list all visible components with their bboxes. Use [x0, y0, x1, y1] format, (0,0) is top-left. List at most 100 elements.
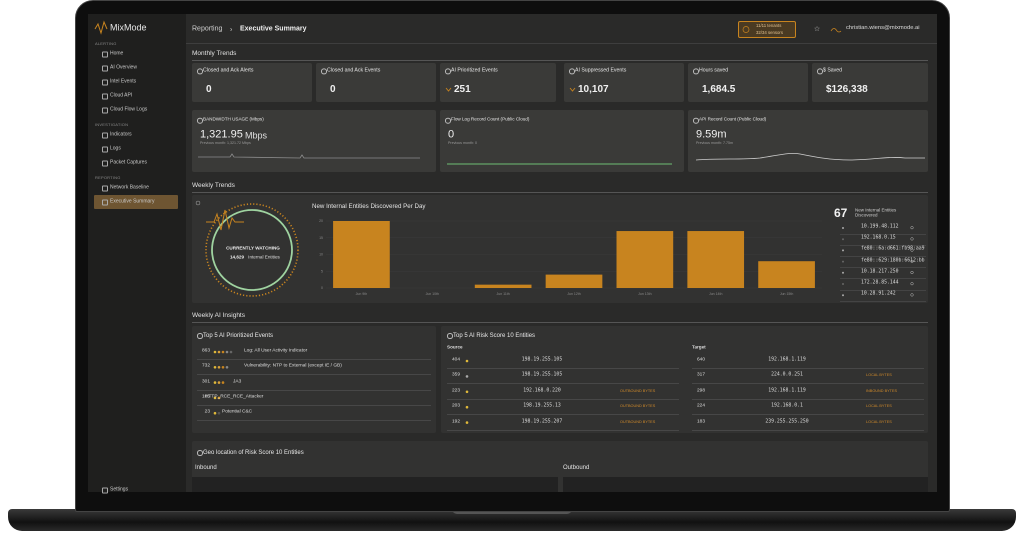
event-count: 732: [201, 363, 210, 369]
stat-card: [316, 63, 436, 102]
risk-score: 404: [452, 357, 461, 363]
risk-ip[interactable]: 198.19.255.207: [521, 419, 563, 425]
divider: [197, 389, 431, 391]
stat-card: [192, 63, 312, 102]
event-name[interactable]: JA3: [233, 379, 242, 385]
nav-item[interactable]: Cloud API: [101, 92, 133, 100]
risk-ip[interactable]: 192.168.1.119: [768, 388, 806, 394]
page-title: Executive Summary: [240, 25, 307, 33]
stat-value: 0: [206, 84, 212, 95]
nav-item[interactable]: Home: [101, 50, 124, 58]
nav-item[interactable]: Executive Summary: [101, 198, 155, 206]
risk-ip[interactable]: 198.19.255.13: [523, 403, 561, 409]
divider: [692, 368, 924, 369]
divider: [447, 398, 679, 400]
entity-ip[interactable]: 10.199.48.112: [861, 224, 899, 230]
event-name[interactable]: Log: All User Activity Indicator: [244, 348, 308, 354]
divider: [840, 289, 926, 291]
divider: [840, 278, 926, 279]
risk-ip[interactable]: 192.168.0.1: [771, 403, 803, 409]
chart-title: New Internal Entities Discovered Per Day: [312, 202, 426, 210]
divider: [840, 244, 926, 246]
gauge-title: CURRENTLY WATCHING: [226, 245, 280, 251]
divider: [192, 60, 928, 61]
risk-tag: OUTBOUND BYTES: [620, 388, 656, 393]
nav-section: INVESTIGATION: [95, 122, 129, 127]
event-count: 301: [201, 379, 210, 385]
active-nav: [94, 195, 178, 209]
risk-tag: LOCAL BYTES: [866, 373, 892, 378]
usage-label: BANDWIDTH USAGE (Mbps): [197, 116, 264, 123]
event-count: 105: [201, 394, 210, 400]
header-divider: [186, 43, 937, 44]
event-name[interactable]: Potential C&C: [222, 409, 253, 415]
usage-card: [440, 110, 684, 172]
divider: [840, 256, 926, 257]
breadcrumb[interactable]: Reporting: [192, 25, 223, 33]
risk-score: 203: [452, 403, 461, 409]
geo-panel: [192, 441, 928, 492]
panel-title: Top 5 AI Risk Score 10 Entities: [446, 333, 536, 339]
stat-value: 10,107: [578, 84, 609, 95]
section-title: Weekly Trends: [192, 181, 235, 189]
risk-score: 298: [697, 388, 706, 394]
divider: [840, 233, 926, 235]
tenant-badge[interactable]: [738, 21, 796, 38]
map-label: Inbound: [195, 465, 217, 471]
divider: [447, 383, 679, 384]
entity-ip[interactable]: 10.18.217.250: [861, 269, 899, 275]
stat-value: 0: [330, 84, 336, 95]
insight-panel: [192, 326, 436, 433]
nav-item[interactable]: Intel Events: [101, 78, 137, 86]
weekly-panel: [192, 195, 928, 303]
divider: [692, 414, 924, 415]
divider: [692, 429, 924, 431]
user-email[interactable]: christian.wiens@mixmode.ai: [846, 25, 920, 32]
divider: [197, 420, 431, 421]
insight-panel: [441, 326, 928, 433]
event-count: 23: [204, 409, 210, 415]
usage-value: 1,321.95: [200, 128, 243, 141]
risk-ip[interactable]: 192.168.1.119: [768, 357, 806, 363]
nav-item[interactable]: AI Overview: [102, 64, 137, 72]
event-name[interactable]: Vulnerability: NTP to External (except I…: [244, 363, 342, 369]
divider: [447, 414, 679, 415]
nav-section: ALERTING: [95, 41, 117, 46]
entity-ip[interactable]: fe80::629:180b:6612:bb: [861, 258, 925, 264]
gauge-count: 14,629: [229, 254, 245, 260]
nav-item[interactable]: Logs: [102, 145, 121, 153]
nav-item[interactable]: Packet Captures: [102, 159, 147, 167]
stat-value: 1,684.5: [702, 84, 736, 95]
risk-tag: OUTBOUND BYTES: [620, 419, 656, 424]
entity-ip[interactable]: fe80::6a:d661:fb98:aa9: [861, 246, 925, 252]
risk-ip[interactable]: 198.19.255.105: [521, 372, 563, 378]
risk-ip[interactable]: 239.255.255.250: [765, 419, 809, 425]
usage-card: [688, 110, 928, 172]
risk-ip[interactable]: 192.168.0.220: [523, 388, 561, 394]
laptop-base: [8, 509, 1016, 531]
event-count: 863: [201, 348, 210, 354]
risk-ip[interactable]: 224.0.0.251: [771, 372, 803, 378]
nav-item[interactable]: Settings: [101, 486, 129, 494]
divider: [197, 404, 431, 406]
section-title: Weekly AI Insights: [192, 311, 245, 319]
risk-score: 183: [697, 419, 706, 425]
risk-ip[interactable]: 198.19.255.105: [521, 357, 563, 363]
risk-tag: LOCAL BYTES: [866, 419, 892, 424]
divider: [840, 300, 926, 302]
panel-title: Geo location of Risk Score 10 Entities: [197, 450, 304, 456]
event-name[interactable]: HTTP_RCE_RCE_Attacker: [205, 394, 264, 400]
entity-ip[interactable]: 192.168.0.15: [861, 235, 896, 241]
nav-item[interactable]: Network Baseline: [102, 184, 149, 192]
entity-ip[interactable]: 10.28.91.242: [861, 291, 896, 297]
risk-score: 317: [697, 372, 706, 378]
nav-item[interactable]: Cloud Flow Logs: [101, 106, 148, 114]
sidebar: [88, 14, 186, 492]
entity-ip[interactable]: 172.28.85.144: [861, 280, 899, 286]
column-label: Source: [447, 344, 463, 350]
usage-previous: Previous month: 1,321.72 Mbps: [200, 140, 251, 145]
nav-item[interactable]: Indicators: [102, 131, 132, 139]
stat-value: $126,338: [826, 84, 868, 95]
risk-tag: LOCAL BYTES: [866, 404, 892, 409]
risk-score: 223: [452, 388, 461, 394]
